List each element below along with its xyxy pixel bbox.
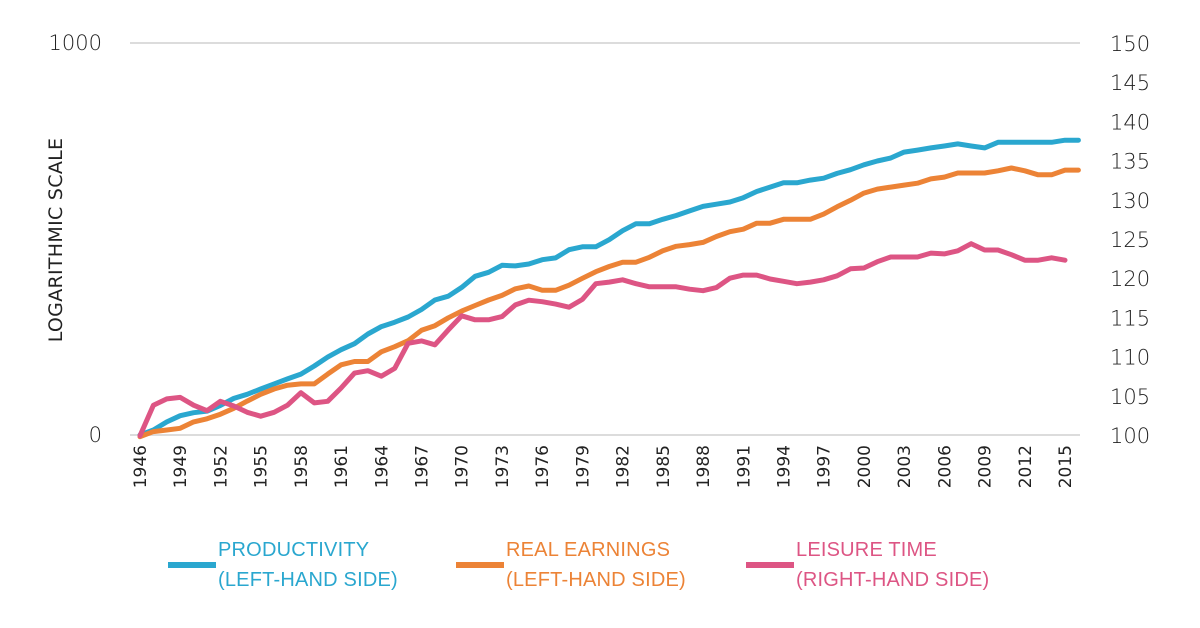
- legend-item-real-earnings: REAL EARNINGS (LEFT-HAND SIDE): [456, 535, 686, 595]
- x-tick-label: 1994: [774, 445, 794, 488]
- legend-label-line1: LEISURE TIME: [796, 539, 937, 561]
- x-tick-label: 2006: [935, 445, 955, 488]
- x-tick-label: 1988: [694, 445, 714, 488]
- series-lines: [137, 137, 1081, 440]
- y-axis-label: LOGARITHMIC SCALE: [45, 138, 67, 343]
- legend-label-line1: PRODUCTIVITY: [218, 539, 370, 561]
- legend-label-real-earnings: REAL EARNINGS (LEFT-HAND SIDE): [506, 535, 686, 595]
- legend-label-line2: (LEFT-HAND SIDE): [506, 569, 686, 591]
- right-tick-label: 130: [1110, 189, 1150, 213]
- right-tick-label: 120: [1110, 267, 1150, 291]
- x-tick-label: 1952: [211, 445, 231, 488]
- legend-item-leisure-time: LEISURE TIME (RIGHT-HAND SIDE): [746, 535, 989, 595]
- series-line-leisure-time: [137, 241, 1068, 439]
- x-tick-label: 1973: [493, 445, 513, 488]
- right-tick-label: 135: [1110, 150, 1150, 174]
- x-tick-label: 1982: [614, 445, 634, 488]
- x-tick-label: 1955: [252, 445, 272, 488]
- legend-item-productivity: PRODUCTIVITY (LEFT-HAND SIDE): [168, 535, 398, 595]
- legend-label-line1: REAL EARNINGS: [506, 539, 671, 561]
- legend-label-leisure-time: LEISURE TIME (RIGHT-HAND SIDE): [796, 535, 989, 595]
- left-tick-label: 0: [89, 423, 102, 447]
- series-line-productivity: [137, 137, 1081, 438]
- x-tick-label: 2003: [895, 445, 915, 488]
- right-tick-label: 140: [1110, 110, 1150, 134]
- legend-label-line2: (RIGHT-HAND SIDE): [796, 569, 990, 591]
- gridlines: [130, 42, 1080, 436]
- x-axis-ticks: 1946 1949 1952 1955 1958 1961 1964 1967 1970 1973…: [131, 445, 1076, 488]
- legend-swatch-leisure-time: [746, 562, 794, 568]
- x-tick-label: 1961: [332, 445, 352, 488]
- x-tick-label: 1991: [734, 445, 754, 488]
- left-axis-ticks: 0 1000: [49, 31, 102, 447]
- right-tick-label: 150: [1110, 32, 1150, 56]
- right-axis-ticks: 100 105 110 115 120 125 130 135 140 145 150: [1110, 32, 1150, 448]
- series-line-real-earnings: [137, 165, 1081, 440]
- x-tick-label: 1970: [453, 445, 473, 488]
- x-tick-label: 1946: [131, 445, 151, 488]
- x-tick-label: 1949: [171, 445, 191, 488]
- x-tick-label: 2009: [976, 445, 996, 488]
- left-tick-label: 1000: [49, 31, 102, 55]
- right-tick-label: 100: [1110, 424, 1150, 448]
- right-tick-label: 115: [1110, 306, 1150, 330]
- x-tick-label: 1976: [533, 445, 553, 488]
- x-tick-label: 2015: [1056, 445, 1076, 488]
- legend-label-productivity: PRODUCTIVITY (LEFT-HAND SIDE): [218, 535, 398, 595]
- x-tick-label: 1964: [372, 445, 392, 488]
- right-tick-label: 105: [1110, 385, 1150, 409]
- x-tick-label: 1979: [573, 445, 593, 488]
- x-tick-label: 2012: [1016, 445, 1036, 488]
- x-tick-label: 1958: [292, 445, 312, 488]
- x-tick-label: 1985: [654, 445, 674, 488]
- x-tick-label: 1997: [815, 445, 835, 488]
- right-tick-label: 125: [1110, 228, 1150, 252]
- legend-label-line2: (LEFT-HAND SIDE): [218, 569, 398, 591]
- x-tick-label: 1967: [413, 445, 433, 488]
- legend: PRODUCTIVITY (LEFT-HAND SIDE) REAL EARNI…: [0, 535, 1200, 605]
- right-tick-label: 145: [1110, 71, 1150, 95]
- legend-swatch-real-earnings: [456, 562, 504, 568]
- x-tick-label: 2000: [855, 445, 875, 488]
- right-tick-label: 110: [1110, 346, 1150, 370]
- legend-swatch-productivity: [168, 562, 216, 568]
